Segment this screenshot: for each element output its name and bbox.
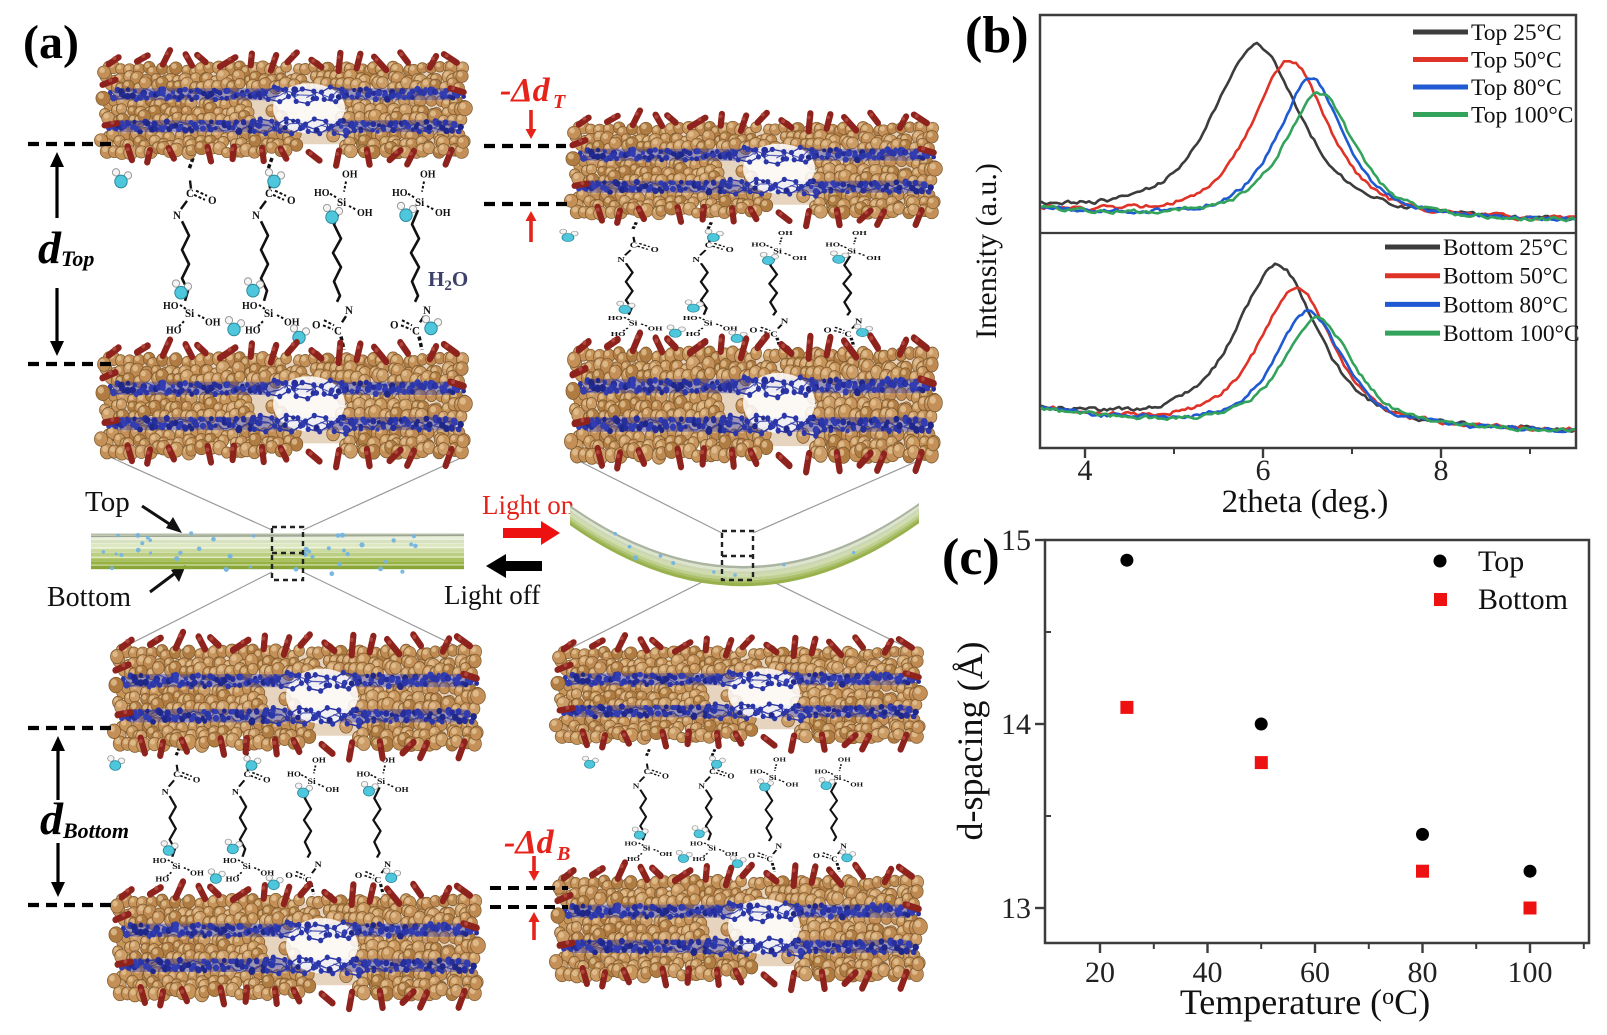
- svg-text:Top: Top: [85, 486, 130, 518]
- svg-text:8: 8: [1434, 454, 1449, 487]
- svg-text:(b): (b): [965, 7, 1029, 64]
- svg-text:40: 40: [1193, 956, 1223, 989]
- svg-text:100: 100: [1508, 956, 1553, 989]
- svg-text:6: 6: [1256, 454, 1271, 487]
- svg-text:(c): (c): [942, 529, 1000, 586]
- svg-text:Bottom 80°C: Bottom 80°C: [1443, 292, 1568, 318]
- svg-text:15: 15: [1001, 524, 1031, 557]
- svg-text:-Δd: -Δd: [504, 824, 555, 861]
- svg-text:Bottom 50°C: Bottom 50°C: [1443, 264, 1568, 290]
- svg-text:Top 80°C: Top 80°C: [1471, 75, 1562, 101]
- svg-text:d: d: [38, 222, 62, 273]
- svg-text:(a): (a): [23, 16, 79, 69]
- svg-text:Bottom: Bottom: [62, 818, 129, 843]
- svg-text:T: T: [553, 91, 566, 113]
- svg-text:H2O: H2O: [428, 267, 468, 294]
- svg-text:20: 20: [1085, 956, 1115, 989]
- svg-text:13: 13: [1001, 892, 1031, 925]
- svg-text:-Δd: -Δd: [500, 72, 551, 109]
- svg-text:Top 25°C: Top 25°C: [1471, 20, 1562, 46]
- svg-text:60: 60: [1300, 956, 1330, 989]
- svg-text:4: 4: [1078, 454, 1093, 487]
- svg-text:Top 50°C: Top 50°C: [1471, 48, 1562, 74]
- svg-text:Bottom 25°C: Bottom 25°C: [1443, 235, 1568, 261]
- svg-text:80: 80: [1408, 956, 1438, 989]
- svg-text:Light off: Light off: [444, 580, 540, 610]
- svg-text:2theta (deg.): 2theta (deg.): [1222, 484, 1389, 520]
- svg-text:Bottom: Bottom: [1478, 583, 1568, 616]
- svg-text:14: 14: [1001, 708, 1031, 741]
- svg-text:Top 100°C: Top 100°C: [1471, 103, 1573, 129]
- svg-text:Bottom 100°C: Bottom 100°C: [1443, 321, 1580, 347]
- svg-text:d: d: [40, 793, 64, 844]
- svg-text:Top: Top: [61, 246, 94, 271]
- svg-text:Light on: Light on: [482, 490, 575, 520]
- svg-text:Bottom: Bottom: [47, 582, 131, 613]
- svg-text:B: B: [556, 843, 570, 865]
- svg-text:Intensity (a.u.): Intensity (a.u.): [970, 163, 1003, 339]
- svg-text:d-spacing (Å): d-spacing (Å): [950, 642, 990, 841]
- svg-text:Top: Top: [1478, 545, 1524, 578]
